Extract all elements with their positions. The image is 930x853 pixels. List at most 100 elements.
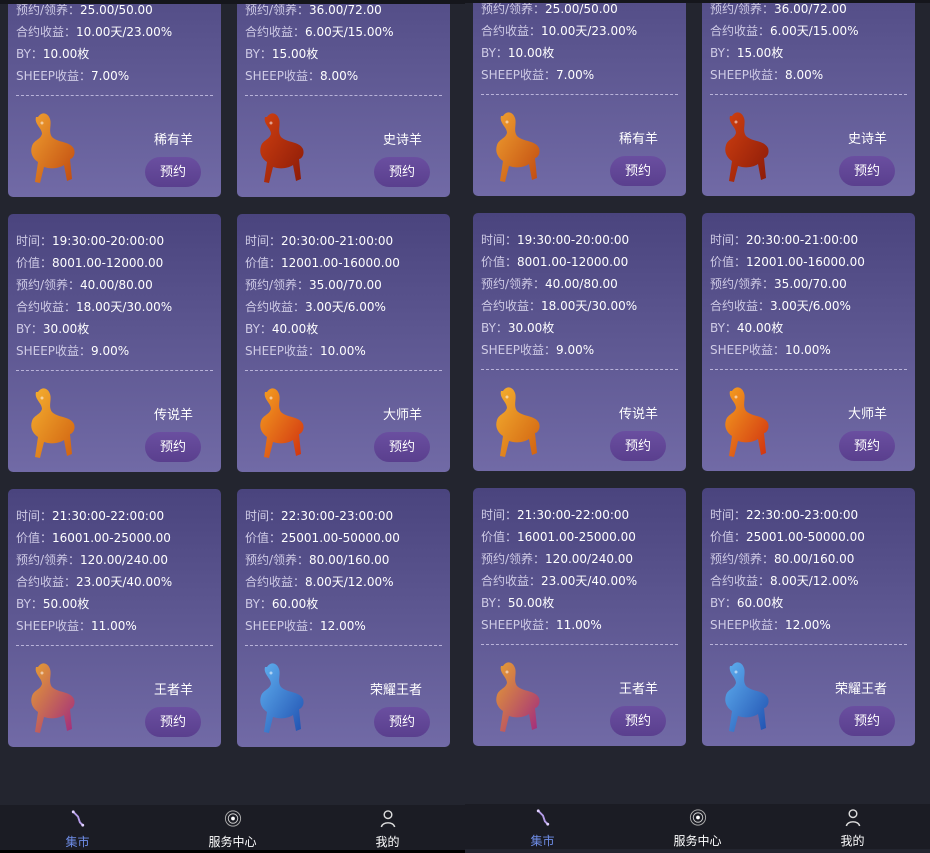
epic-sheep-icon [725, 112, 769, 182]
card-details: 时间：21:30:00-22:00:00 价值：16001.00-25000.00… [16, 507, 213, 639]
detail-label: 合约收益： [245, 300, 306, 314]
detail-reserve: 预约/领养：25.00/50.00 [16, 1, 213, 23]
detail-by: BY：15.00枚 [245, 45, 442, 67]
profile-icon [845, 809, 860, 827]
dashed-divider [481, 644, 678, 645]
detail-label: BY： [245, 47, 272, 61]
detail-contract: 合约收益：23.00天/40.00% [481, 572, 678, 594]
legend-sheep-icon [31, 388, 75, 458]
reserve-button[interactable]: 预约 [610, 156, 666, 186]
reserve-button[interactable]: 预约 [374, 707, 430, 737]
card-details: 时间：20:30:00-21:00:00 价值：12001.00-16000.00… [245, 232, 442, 364]
detail-value: 19:30:00-20:00:00 [517, 233, 630, 247]
detail-label: 合约收益： [481, 24, 542, 38]
detail-by: BY：50.00枚 [481, 594, 678, 616]
detail-value: 8.00% [320, 69, 359, 83]
detail-reserve: 预约/领养：40.00/80.00 [481, 275, 678, 297]
reserve-button[interactable]: 预约 [145, 157, 201, 187]
detail-by: BY：50.00枚 [16, 595, 213, 617]
detail-contract: 合约收益：3.00天/6.00% [245, 298, 442, 320]
detail-value: 40.00/80.00 [545, 277, 618, 291]
detail-value: 价值：25001.00-50000.00 [245, 529, 442, 551]
dashed-divider [710, 369, 907, 370]
detail-reserve: 预约/领养：40.00/80.00 [16, 276, 213, 298]
reserve-button[interactable]: 预约 [839, 431, 895, 461]
detail-value: 价值：25001.00-50000.00 [710, 528, 907, 550]
sheep-name: 史诗羊 [847, 132, 887, 147]
detail-contract: 合约收益：18.00天/30.00% [481, 297, 678, 319]
sheep-card: 时间：22:30:00-23:00:00 价值：25001.00-50000.00… [702, 488, 915, 746]
sheep-name: 荣耀王者 [369, 683, 422, 698]
sheep-card: 时间：21:30:00-22:00:00 价值：16001.00-25000.00… [473, 488, 686, 746]
reserve-button[interactable]: 预约 [145, 432, 201, 462]
reserve-button[interactable]: 预约 [839, 156, 895, 186]
card-details: 时间：22:30:00-23:00:00 价值：25001.00-50000.00… [710, 506, 907, 638]
nav-item-0[interactable]: 集市 [0, 805, 155, 850]
detail-contract: 合约收益：10.00天/23.00% [481, 22, 678, 44]
sheep-name: 传说羊 [153, 408, 193, 423]
sheep-name: 大师羊 [847, 407, 887, 422]
dashed-divider [710, 94, 907, 95]
detail-label: BY： [710, 46, 737, 60]
master-sheep-icon [260, 388, 304, 458]
nav-item-1[interactable]: 服务中心 [620, 804, 775, 849]
nav-label: 集市 [65, 835, 90, 849]
detail-value: 价值：12001.00-16000.00 [245, 254, 442, 276]
detail-time: 时间：19:30:00-20:00:00 [481, 231, 678, 253]
detail-by: BY：10.00枚 [481, 44, 678, 66]
detail-value: 价值：16001.00-25000.00 [481, 528, 678, 550]
detail-label: 时间： [481, 508, 518, 522]
detail-contract: 合约收益：6.00天/15.00% [245, 23, 442, 45]
detail-by: BY：60.00枚 [710, 594, 907, 616]
detail-label: 合约收益： [710, 574, 771, 588]
reserve-button[interactable]: 预约 [839, 706, 895, 736]
nav-label: 服务中心 [208, 835, 257, 849]
card-details: 时间：22:30:00-23:00:00 价值：25001.00-50000.00… [245, 507, 442, 639]
detail-time: 时间：19:30:00-20:00:00 [16, 232, 213, 254]
detail-label: 价值： [16, 256, 53, 270]
bottom-nav: 集市 服务中心 我的 [465, 804, 930, 849]
detail-label: 时间： [245, 234, 282, 248]
dashed-divider [16, 645, 213, 646]
nav-label: 我的 [840, 834, 865, 848]
reserve-button[interactable]: 预约 [374, 432, 430, 462]
detail-label: 价值： [710, 530, 747, 544]
nav-item-2[interactable]: 我的 [310, 805, 465, 850]
detail-contract: 合约收益：8.00天/12.00% [245, 573, 442, 595]
nav-item-0[interactable]: 集市 [465, 804, 620, 849]
card-details: 时间：19:30:00-20:00:00 价值：8001.00-12000.00 预… [16, 232, 213, 364]
detail-value: 40.00/80.00 [80, 278, 153, 292]
detail-value: 价值：8001.00-12000.00 [16, 254, 213, 276]
detail-by: BY：10.00枚 [16, 45, 213, 67]
detail-label: 合约收益： [710, 24, 771, 38]
sheep-card: 预约/领养：25.00/50.00 合约收益：10.00天/23.00% BY：10… [473, 0, 686, 196]
detail-label: 预约/领养： [16, 278, 81, 292]
detail-value: 10.00天/23.00% [76, 25, 173, 39]
reserve-button[interactable]: 预约 [145, 707, 201, 737]
reserve-button[interactable]: 预约 [610, 431, 666, 461]
detail-value: 21:30:00-22:00:00 [52, 509, 165, 523]
detail-value: 10.00枚 [42, 47, 90, 61]
nav-item-2[interactable]: 我的 [775, 804, 930, 849]
sheep-name: 大师羊 [382, 408, 422, 423]
detail-label: 预约/领养： [245, 3, 310, 17]
detail-value: 9.00% [556, 343, 595, 357]
reserve-button[interactable]: 预约 [610, 706, 666, 736]
detail-contract: 合约收益：23.00天/40.00% [16, 573, 213, 595]
detail-value: 120.00/240.00 [80, 553, 169, 567]
reserve-button[interactable]: 预约 [374, 157, 430, 187]
detail-sheep: SHEEP收益：12.00% [710, 616, 907, 638]
app-panel-right: 预约/领养：25.00/50.00 合约收益：10.00天/23.00% BY：10… [465, 0, 930, 852]
detail-label: 预约/领养： [481, 277, 546, 291]
detail-label: 预约/领养： [16, 553, 81, 567]
sheep-card: 时间：20:30:00-21:00:00 价值：12001.00-16000.00… [702, 213, 915, 471]
detail-label: BY： [16, 322, 43, 336]
sheep-name: 王者羊 [153, 683, 193, 698]
detail-value: 18.00天/30.00% [541, 299, 638, 313]
detail-time: 时间：22:30:00-23:00:00 [245, 507, 442, 529]
detail-label: SHEEP收益： [16, 619, 92, 633]
detail-label: 时间： [16, 509, 53, 523]
detail-label: 合约收益： [16, 300, 77, 314]
nav-item-1[interactable]: 服务中心 [155, 805, 310, 850]
detail-label: 合约收益： [481, 299, 542, 313]
